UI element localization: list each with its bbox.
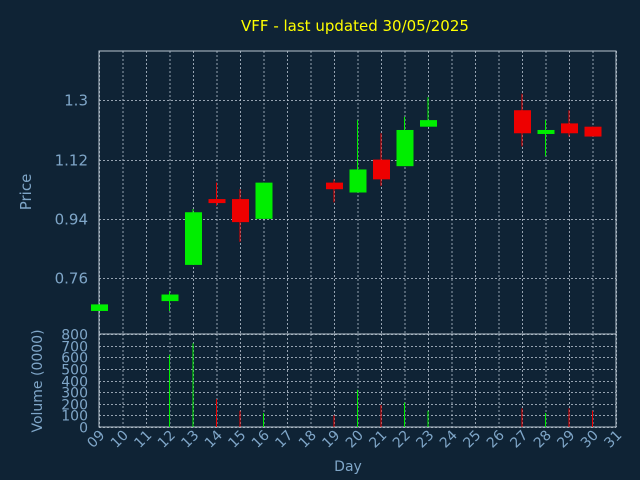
volume-tick-label: 100	[61, 409, 88, 425]
candle-body	[514, 110, 531, 134]
volume-tick-label: 0	[79, 421, 88, 437]
candle-body	[326, 182, 343, 190]
volume-tick-label: 800	[61, 328, 88, 344]
candle-body	[537, 129, 555, 134]
candle-body	[396, 129, 414, 167]
candle-body	[161, 294, 179, 302]
price-tick-label: 0.94	[55, 211, 88, 229]
volume-tick-label: 200	[61, 398, 88, 414]
candle-body	[420, 120, 437, 127]
candle-body	[255, 182, 273, 219]
volume-axis-label: Volume (0000)	[30, 329, 46, 432]
volume-tick-label: 700	[61, 340, 88, 356]
candle-body	[349, 169, 367, 193]
candle-body	[373, 159, 390, 180]
candle-body	[584, 126, 602, 137]
price-tick-label: 1.3	[64, 92, 88, 110]
x-axis-label: Day	[334, 459, 362, 475]
volume-tick-label: 600	[61, 351, 88, 367]
candle-body	[91, 304, 108, 311]
price-tick-label: 0.76	[55, 270, 88, 288]
volume-tick-label: 500	[61, 363, 88, 379]
candle-body	[561, 123, 578, 134]
volume-tick-label: 300	[61, 386, 88, 402]
candle-body	[185, 212, 202, 265]
price-panel: 0.76 0.94 1.12 1.3	[55, 50, 617, 335]
x-axis: 09 10 11 12 13 14 15 16 17 18 19 20 21 22 23 24 25 26 27 28…	[84, 427, 625, 451]
price-axis-label: Price	[17, 174, 35, 211]
candle-body	[208, 199, 226, 204]
candle-body	[232, 199, 249, 223]
price-tick-label: 1.12	[55, 152, 88, 170]
chart-title: VFF - last updated 30/05/2025	[241, 17, 469, 35]
volume-tick-label: 400	[61, 375, 88, 391]
